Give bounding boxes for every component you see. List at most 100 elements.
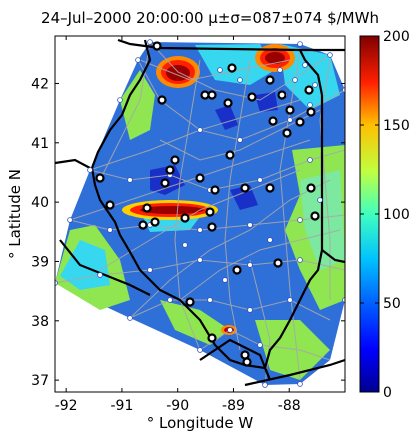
- substation-point: [342, 297, 345, 303]
- major-bus: [150, 217, 160, 227]
- lake-michigan-shore: [299, 49, 324, 96]
- major-bus: [207, 90, 217, 100]
- major-bus: [207, 222, 217, 232]
- substation-point: [127, 315, 133, 321]
- substation-point: [182, 242, 188, 248]
- colorbar-tick-label: 0: [383, 385, 392, 401]
- contour-high-southeast: [255, 320, 330, 380]
- substation-point: [307, 102, 313, 108]
- major-bus: [295, 117, 305, 127]
- substation-point: [237, 77, 243, 83]
- x-tick-label: -89: [222, 398, 245, 414]
- major-bus: [95, 173, 105, 183]
- x-axis-label: ° Longitude W: [147, 414, 254, 432]
- substation-point: [267, 237, 273, 243]
- tennessee-border: [244, 358, 345, 387]
- colorbar-tick-label: 150: [383, 118, 410, 134]
- substation-point: [257, 177, 263, 183]
- illinois-east-border: [263, 95, 324, 369]
- substation-point: [197, 347, 203, 353]
- major-bus: [225, 150, 235, 160]
- major-bus: [265, 75, 275, 85]
- substation-point: [292, 77, 298, 83]
- colorbar-tick-label: 50: [383, 296, 401, 312]
- substation-point: [277, 67, 283, 73]
- substation-point: [55, 280, 58, 286]
- major-bus: [265, 183, 275, 193]
- substation-point: [342, 87, 345, 93]
- y-tick-label: 39: [31, 254, 49, 270]
- major-bus: [247, 92, 257, 102]
- substation-point: [297, 217, 303, 223]
- x-tick-label: -90: [166, 398, 189, 414]
- major-bus: [310, 211, 320, 221]
- major-bus: [282, 128, 292, 138]
- major-bus: [185, 297, 195, 307]
- substation-point: [247, 262, 253, 268]
- substation-point: [147, 39, 153, 45]
- chart-title: 24–Jul–2000 20:00:00 μ±σ=087±074 $/MWh: [41, 9, 379, 27]
- major-bus: [170, 155, 180, 165]
- major-bus: [223, 98, 233, 108]
- major-bus: [142, 203, 152, 213]
- major-bus: [240, 183, 250, 193]
- major-bus: [195, 173, 205, 183]
- substation-point: [307, 157, 313, 163]
- substation-point: [297, 381, 303, 387]
- substation-point: [312, 82, 318, 88]
- major-bus: [306, 107, 316, 117]
- major-bus: [207, 333, 217, 343]
- missouri-border: [59, 239, 151, 296]
- major-bus: [165, 165, 175, 175]
- substation-point: [247, 307, 253, 313]
- major-bus: [160, 178, 170, 188]
- substation-point: [135, 57, 141, 63]
- substation-point: [297, 257, 303, 263]
- major-bus: [152, 41, 162, 51]
- major-bus: [277, 90, 287, 100]
- substation-point: [327, 52, 333, 58]
- major-bus: [242, 357, 252, 367]
- y-tick-label: 40: [31, 195, 49, 211]
- major-bus: [273, 258, 283, 268]
- major-bus: [138, 220, 148, 230]
- major-bus: [105, 200, 115, 210]
- x-tick-label: -91: [110, 398, 133, 414]
- y-tick-label: 37: [31, 373, 49, 389]
- illinois-west-border: [90, 39, 272, 381]
- y-axis: 37 38 39 40 41 42: [31, 76, 345, 389]
- substation-point: [287, 117, 293, 123]
- contour-mid-northeast: [280, 44, 340, 110]
- y-tick-label: 42: [31, 76, 49, 92]
- y-axis-label: ° Latitude N: [6, 169, 24, 259]
- major-bus: [227, 63, 237, 73]
- substation-point: [87, 167, 93, 173]
- substation-point: [222, 277, 228, 283]
- substation-point: [247, 222, 253, 228]
- major-bus: [268, 116, 278, 126]
- colorbar-tick-label: 200: [383, 29, 410, 45]
- substation-point: [287, 297, 293, 303]
- iowa-missouri-border: [55, 158, 91, 169]
- substation-point: [167, 297, 173, 303]
- substation-point: [207, 297, 213, 303]
- substation-point: [317, 197, 323, 203]
- hot-spot-west-central: [122, 200, 218, 220]
- major-bus-markers: [95, 41, 320, 367]
- major-bus: [285, 105, 295, 115]
- major-bus: [306, 183, 316, 193]
- substation-point: [262, 382, 268, 388]
- major-bus: [180, 213, 190, 223]
- major-bus: [210, 185, 220, 195]
- kentucky-border: [199, 338, 272, 381]
- substation-point: [107, 227, 113, 233]
- substation-point: [197, 127, 203, 133]
- substation-point: [117, 97, 123, 103]
- substation-point: [217, 67, 223, 73]
- major-bus: [232, 265, 242, 275]
- substation-point: [197, 227, 203, 233]
- x-tick-label: -92: [55, 398, 78, 414]
- x-axis: -92 -91 -90 -89 -88: [55, 36, 301, 414]
- contour-low-north-central: [215, 105, 238, 130]
